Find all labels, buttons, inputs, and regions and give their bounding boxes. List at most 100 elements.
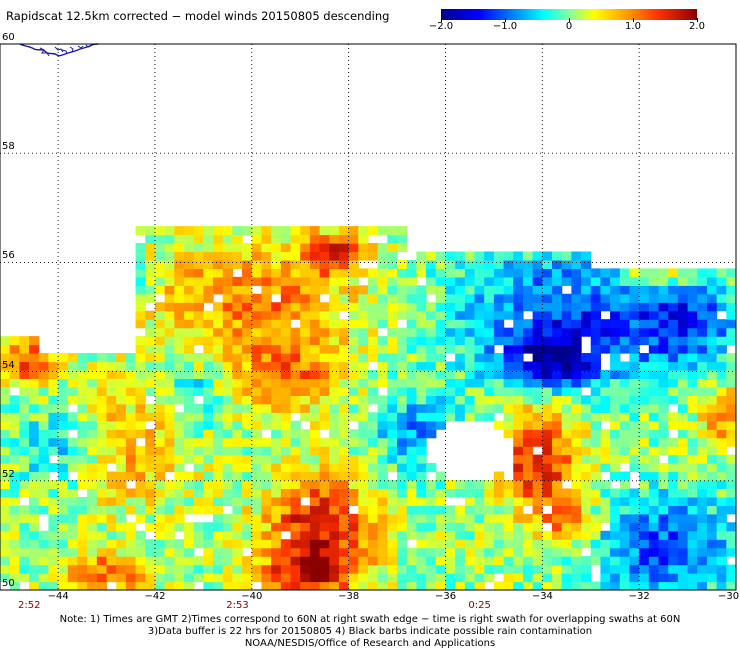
heatmap-cell (561, 412, 572, 422)
heatmap-cell (581, 319, 592, 329)
heatmap-cell (174, 259, 185, 269)
heatmap-cell (639, 403, 650, 413)
heatmap-cell (561, 564, 572, 574)
heatmap-cell (261, 353, 272, 363)
heatmap-cell (290, 573, 301, 583)
heatmap-cell (552, 395, 563, 405)
heatmap-cell (319, 319, 330, 329)
heatmap-cell (164, 488, 175, 498)
heatmap-cell (648, 268, 660, 278)
heatmap-cell (397, 386, 408, 396)
heatmap-cell (455, 285, 466, 295)
heatmap-cell (435, 471, 447, 481)
heatmap-cell (513, 395, 524, 405)
heatmap-cell (280, 226, 292, 236)
heatmap-cell (629, 395, 640, 405)
heatmap-cell (619, 344, 631, 354)
heatmap-cell (677, 403, 689, 413)
heatmap-cell (416, 573, 427, 583)
heatmap-cell (455, 327, 466, 337)
heatmap-cell (610, 310, 621, 320)
heatmap-cell (125, 581, 137, 590)
heatmap-cell (193, 488, 204, 498)
heatmap-cell (67, 420, 79, 430)
heatmap-cell (116, 353, 127, 363)
heatmap-cell (271, 327, 282, 337)
heatmap-cell (184, 454, 195, 464)
heatmap-cell (697, 293, 708, 303)
heatmap-cell (484, 319, 495, 329)
heatmap-cell (484, 276, 495, 286)
heatmap-cell (19, 395, 30, 405)
heatmap-cell (348, 285, 359, 295)
heatmap-cell (145, 564, 156, 574)
heatmap-cell (406, 327, 418, 337)
colorbar-tick (440, 18, 442, 22)
heatmap-cell (154, 454, 166, 464)
heatmap-cell (561, 361, 572, 371)
heatmap-cell (309, 302, 321, 312)
heatmap-cell (532, 556, 543, 566)
heatmap-cell (426, 479, 437, 490)
heatmap-cell (600, 539, 611, 549)
heatmap-cell (426, 505, 437, 515)
heatmap-cell (590, 530, 602, 540)
heatmap-cell (726, 539, 736, 549)
heatmap-cell (522, 429, 534, 439)
heatmap-cell (309, 513, 321, 523)
heatmap-cell (542, 496, 553, 506)
heatmap-cell (232, 293, 243, 303)
heatmap-cell (164, 344, 175, 354)
heatmap-cell (184, 234, 195, 244)
heatmap-cell (368, 344, 379, 354)
heatmap-cell (581, 420, 592, 430)
heatmap-cell (610, 581, 621, 590)
heatmap-cell (9, 471, 20, 481)
heatmap-cell (174, 293, 185, 303)
heatmap-cell (300, 344, 311, 354)
heatmap-cell (697, 505, 708, 515)
heatmap-cell (9, 378, 20, 388)
heatmap-cell (0, 437, 11, 447)
heatmap-cell (280, 268, 292, 278)
heatmap-cell (300, 395, 311, 405)
heatmap-cell (677, 522, 689, 532)
heatmap-cell (513, 573, 524, 583)
heatmap-cell (726, 336, 736, 346)
heatmap-cell (0, 454, 11, 464)
heatmap-cell (619, 446, 631, 456)
heatmap-cell (77, 581, 88, 590)
heatmap-cell (687, 403, 698, 413)
heatmap-cell (242, 581, 253, 590)
heatmap-cell (726, 268, 736, 278)
heatmap-cell (145, 310, 156, 320)
heatmap-cell (716, 293, 727, 303)
heatmap-cell (513, 259, 524, 269)
heatmap-cell (193, 564, 204, 574)
heatmap-cell (610, 513, 621, 523)
heatmap-cell (639, 547, 650, 557)
heatmap-cell (629, 276, 640, 286)
heatmap-cell (261, 564, 272, 574)
heatmap-cell (716, 471, 727, 481)
heatmap-cell (561, 336, 572, 346)
heatmap-cell (309, 437, 321, 447)
heatmap-cell (503, 420, 514, 430)
heatmap-cell (687, 369, 698, 380)
heatmap-cell (106, 353, 117, 363)
heatmap-cell (329, 573, 340, 583)
heatmap-cell (406, 429, 418, 439)
heatmap-cell (222, 259, 234, 269)
heatmap-cell (619, 581, 631, 590)
heatmap-cell (387, 285, 398, 295)
heatmap-cell (358, 293, 369, 303)
heatmap-cell (309, 496, 321, 506)
heatmap-cell (184, 336, 195, 346)
heatmap-cell (319, 488, 330, 498)
heatmap-cell (222, 463, 234, 473)
heatmap-cell (348, 564, 359, 574)
heatmap-cell (581, 378, 592, 388)
heatmap-cell (677, 488, 689, 498)
heatmap-cell (368, 429, 379, 439)
heatmap-cell (271, 234, 282, 244)
